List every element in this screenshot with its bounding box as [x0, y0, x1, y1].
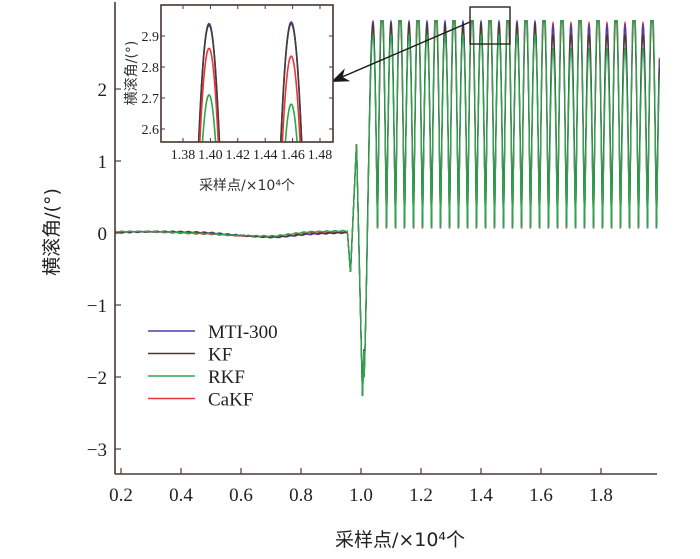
zoom-region-box	[469, 6, 511, 45]
main-plot-area: 0.2 0.4 0.6 0.8 1.0 1.2 1.4 1.6 1.8 2 1 0 −1 −2 −3	[87, 2, 660, 506]
inset-line-mti-300	[279, 21, 303, 142]
inset-series-lines	[197, 21, 303, 142]
legend-label: CaKF	[208, 390, 253, 411]
inset-frame	[160, 4, 334, 143]
x-tick-label: 1.6	[529, 485, 553, 506]
inset-background	[160, 4, 334, 143]
inset-y-ticks: 2.9 2.8 2.7 2.6	[142, 30, 333, 138]
legend-label: RKF	[208, 367, 245, 388]
series-line-rkf	[115, 19, 660, 397]
inset-y-tick-label: 2.7	[142, 92, 160, 107]
inset-line-mti-300	[197, 22, 221, 142]
x-tick-label: 1.8	[589, 485, 613, 506]
x-tick-label: 0.2	[109, 485, 133, 506]
y-tick-label: 2	[98, 80, 108, 101]
x-tick-label: 1.4	[469, 485, 493, 506]
inset-line-kf	[280, 22, 303, 142]
inset-x-axis-title: 采样点/×10⁴个	[199, 178, 295, 194]
inset-plot: 1.38 1.40 1.42 1.44 1.46 1.48 2.9 2.8 2.7 2.6 采样…	[123, 4, 334, 194]
main-series-lines	[114, 19, 660, 397]
y-tick-label: 1	[98, 152, 108, 173]
y-tick-label: −2	[87, 368, 107, 389]
x-tick-label: 1.0	[349, 485, 373, 506]
inset-y-tick-label: 2.9	[142, 30, 160, 45]
inset-x-ticks: 1.38 1.40 1.42 1.44 1.46 1.48	[171, 5, 333, 163]
inset-x-tick-label: 1.48	[308, 148, 333, 163]
legend-label: MTI-300	[208, 322, 278, 343]
y-tick-label: −1	[87, 296, 107, 317]
legend-label: KF	[208, 345, 232, 366]
y-axis-ticks: 2 1 0 −1 −2 −3	[87, 80, 121, 461]
inset-x-tick-label: 1.42	[226, 148, 251, 163]
callout-arrow	[331, 21, 471, 82]
inset-y-tick-label: 2.6	[142, 123, 160, 138]
x-tick-label: 1.2	[409, 485, 433, 506]
inset-line-rkf	[284, 103, 298, 142]
inset-line-cakf	[281, 55, 301, 142]
inset-x-tick-label: 1.46	[280, 148, 305, 163]
inset-y-axis-title: 横滚角/(°)	[123, 41, 140, 106]
x-tick-label: 0.6	[229, 485, 253, 506]
inset-x-tick-label: 1.40	[198, 148, 223, 163]
inset-line-kf	[197, 24, 221, 142]
x-axis-title: 采样点/×10⁴个	[335, 529, 465, 551]
y-axis-title: 横滚角/(°)	[41, 188, 63, 276]
inset-x-tick-label: 1.44	[253, 148, 278, 163]
inset-line-cakf	[198, 47, 220, 142]
y-tick-label: −3	[87, 440, 107, 461]
x-tick-label: 0.4	[169, 485, 193, 506]
callout-arrow-line	[341, 21, 471, 78]
x-tick-label: 0.8	[289, 485, 313, 506]
inset-line-rkf	[201, 94, 217, 142]
inset-y-tick-label: 2.8	[142, 61, 160, 76]
arrow-head-icon	[331, 68, 351, 82]
x-axis-ticks: 0.2 0.4 0.6 0.8 1.0 1.2 1.4 1.6 1.8	[109, 468, 613, 506]
y-tick-label: 0	[98, 224, 108, 245]
inset-x-tick-label: 1.38	[171, 148, 196, 163]
